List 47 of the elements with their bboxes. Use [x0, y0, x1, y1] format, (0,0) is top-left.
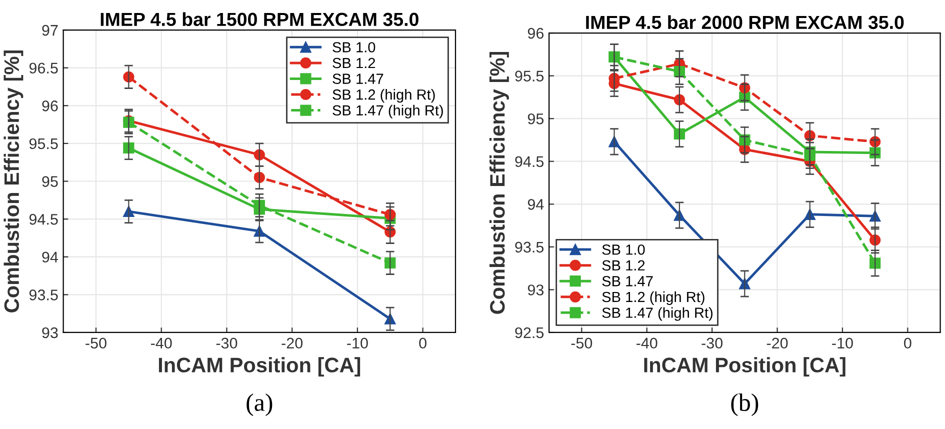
y-tick-label: 95.5: [515, 70, 544, 82]
x-tick-label: -50: [86, 338, 106, 349]
x-tick-label: 0: [419, 338, 426, 349]
x-axis-title: InCAM Position [CA]: [158, 357, 360, 377]
y-tick-label: 93.5: [29, 290, 58, 300]
y-tick-label: 93: [528, 284, 544, 296]
y-tick-label: 96.5: [29, 62, 58, 74]
y-axis-title: Combustion Efficiency [%]: [4, 50, 24, 312]
y-tick-label: 94.5: [29, 214, 58, 225]
text: (a): [246, 393, 272, 416]
x-tick-label: -30: [702, 338, 722, 349]
x-tick-label: -30: [216, 338, 238, 349]
y-tick-label: 97: [42, 24, 58, 36]
legend-label: SB 1.47: [332, 74, 384, 84]
legend-label: SB 1.2 (high Rt): [602, 291, 704, 306]
legend-label: SB 1.47: [602, 276, 653, 286]
y-axis-title: Combustion Efficiency [%]: [489, 52, 509, 314]
chart-title: IMEP 4.5 bar 1500 RPM EXCAM 35.0: [100, 12, 418, 26]
chart-title: IMEP 4.5 bar 2000 RPM EXCAM 35.0: [586, 15, 904, 30]
x-tick-label: -50: [571, 338, 592, 349]
legend-label: SB 1.2: [602, 260, 645, 271]
legend-label: SB 1.0: [332, 42, 376, 52]
y-tick-label: 93: [42, 327, 58, 338]
x-tick-label: -20: [282, 338, 303, 349]
text: (b): [731, 393, 758, 416]
y-tick-label: 95: [528, 113, 544, 124]
legend-label: SB 1.47 (high Rt): [602, 307, 712, 321]
legend-label: SB 1.47 (high Rt): [332, 104, 443, 118]
x-axis-title: InCAM Position [CA]: [644, 357, 846, 377]
legend-label: SB 1.2: [332, 58, 376, 68]
y-tick-label: 95.5: [29, 138, 58, 150]
y-tick-label: 94.5: [515, 156, 544, 168]
x-tick-label: -10: [347, 338, 368, 349]
y-tick-label: 94: [42, 252, 58, 263]
x-tick-label: -40: [150, 338, 172, 349]
x-tick-label: -10: [832, 338, 853, 349]
legend-label: SB 1.2 (high Rt): [332, 89, 435, 103]
x-tick-label: 0: [904, 338, 912, 349]
y-tick-label: 95: [42, 176, 58, 187]
x-tick-label: -40: [636, 338, 658, 349]
y-tick-label: 96: [528, 28, 544, 39]
x-tick-label: -20: [766, 338, 788, 349]
y-tick-label: 96: [42, 100, 58, 112]
y-tick-label: 94: [528, 199, 544, 210]
y-tick-label: 92.5: [515, 327, 544, 338]
y-tick-label: 93.5: [515, 242, 544, 253]
legend-label: SB 1.0: [602, 244, 645, 255]
